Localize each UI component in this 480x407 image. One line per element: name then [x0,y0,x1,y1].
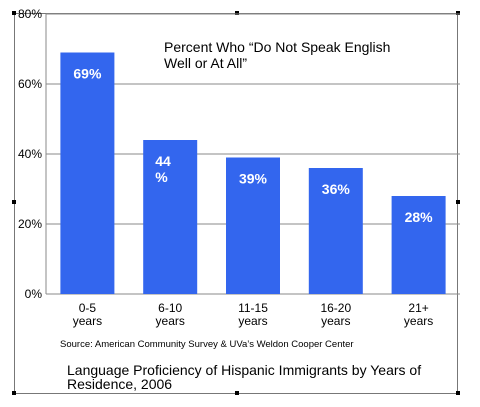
source-note: Source: American Community Survey & UVa’… [60,339,354,350]
x-tick-label: years [156,314,185,328]
y-tick-label: 60% [18,77,42,91]
x-tick-label: years [73,314,102,328]
bar [391,196,446,294]
y-tick-label: 0% [25,287,43,301]
data-label: 28% [405,209,434,225]
data-label: 39% [239,171,268,187]
selection-handle[interactable] [12,11,16,15]
bar [143,140,198,294]
data-label: % [155,169,168,185]
data-label: 69% [73,66,102,82]
chart-title-line: Percent Who “Do Not Speak English [164,39,390,55]
data-labels: 69% 44% 39% 36% 28% [73,66,433,226]
selection-handle[interactable] [456,11,460,15]
x-tick-label: 11-15 [238,301,268,315]
selection-handle[interactable] [235,11,239,15]
data-label: 44 [155,153,171,169]
selection-handle[interactable] [235,391,239,395]
data-label: 36% [322,181,351,197]
y-tick-label: 80% [18,7,42,21]
bar [226,157,280,294]
y-tick-label: 20% [18,217,42,231]
chart-title-line: Well or At All” [164,55,247,71]
x-tick-label: 16-20 [320,301,351,315]
x-tick-label: 0-5 [79,301,97,315]
x-tick-label: 21+ [408,301,428,315]
x-tick-label: 6-10 [158,301,182,315]
selection-handle[interactable] [12,200,16,204]
bar [308,168,363,294]
x-tick-label: years [238,314,267,328]
selection-handle[interactable] [12,391,16,395]
selection-handle[interactable] [456,200,460,204]
y-axis-tick-labels: 0% 20% 40% 60% 80% [18,7,42,301]
y-tick-label: 40% [18,147,42,161]
x-tick-label: years [321,314,350,328]
figure-caption: Language Proficiency of Hispanic Immigra… [67,362,422,392]
selection-handle[interactable] [456,391,460,395]
bar [60,52,115,294]
x-axis-tick-labels: 0-5years6-10years11-15years16-20years21+… [73,301,434,328]
bars [60,52,446,294]
x-tick-label: years [404,314,433,328]
